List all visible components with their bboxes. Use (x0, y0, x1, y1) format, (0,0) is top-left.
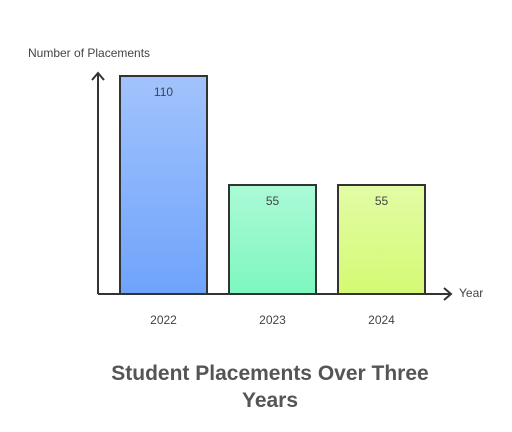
y-axis-label: Number of Placements (28, 46, 150, 60)
bars (119, 75, 426, 295)
value-label: 110 (154, 85, 173, 99)
x-axis-label: Year (459, 286, 483, 300)
x-axis-arrow (443, 287, 453, 301)
value-label: 55 (375, 194, 389, 208)
value-label: 55 (266, 194, 280, 208)
y-axis-arrow (91, 71, 105, 81)
x-tick-label: 2022 (150, 313, 177, 327)
bar-shade (121, 77, 206, 293)
axes (91, 71, 453, 301)
chart-title: Student Placements Over Three Years (111, 362, 429, 412)
x-tick-label: 2024 (368, 313, 395, 327)
bar-shade (230, 186, 315, 293)
x-tick-label: 2023 (259, 313, 286, 327)
bar-shade (339, 186, 424, 293)
